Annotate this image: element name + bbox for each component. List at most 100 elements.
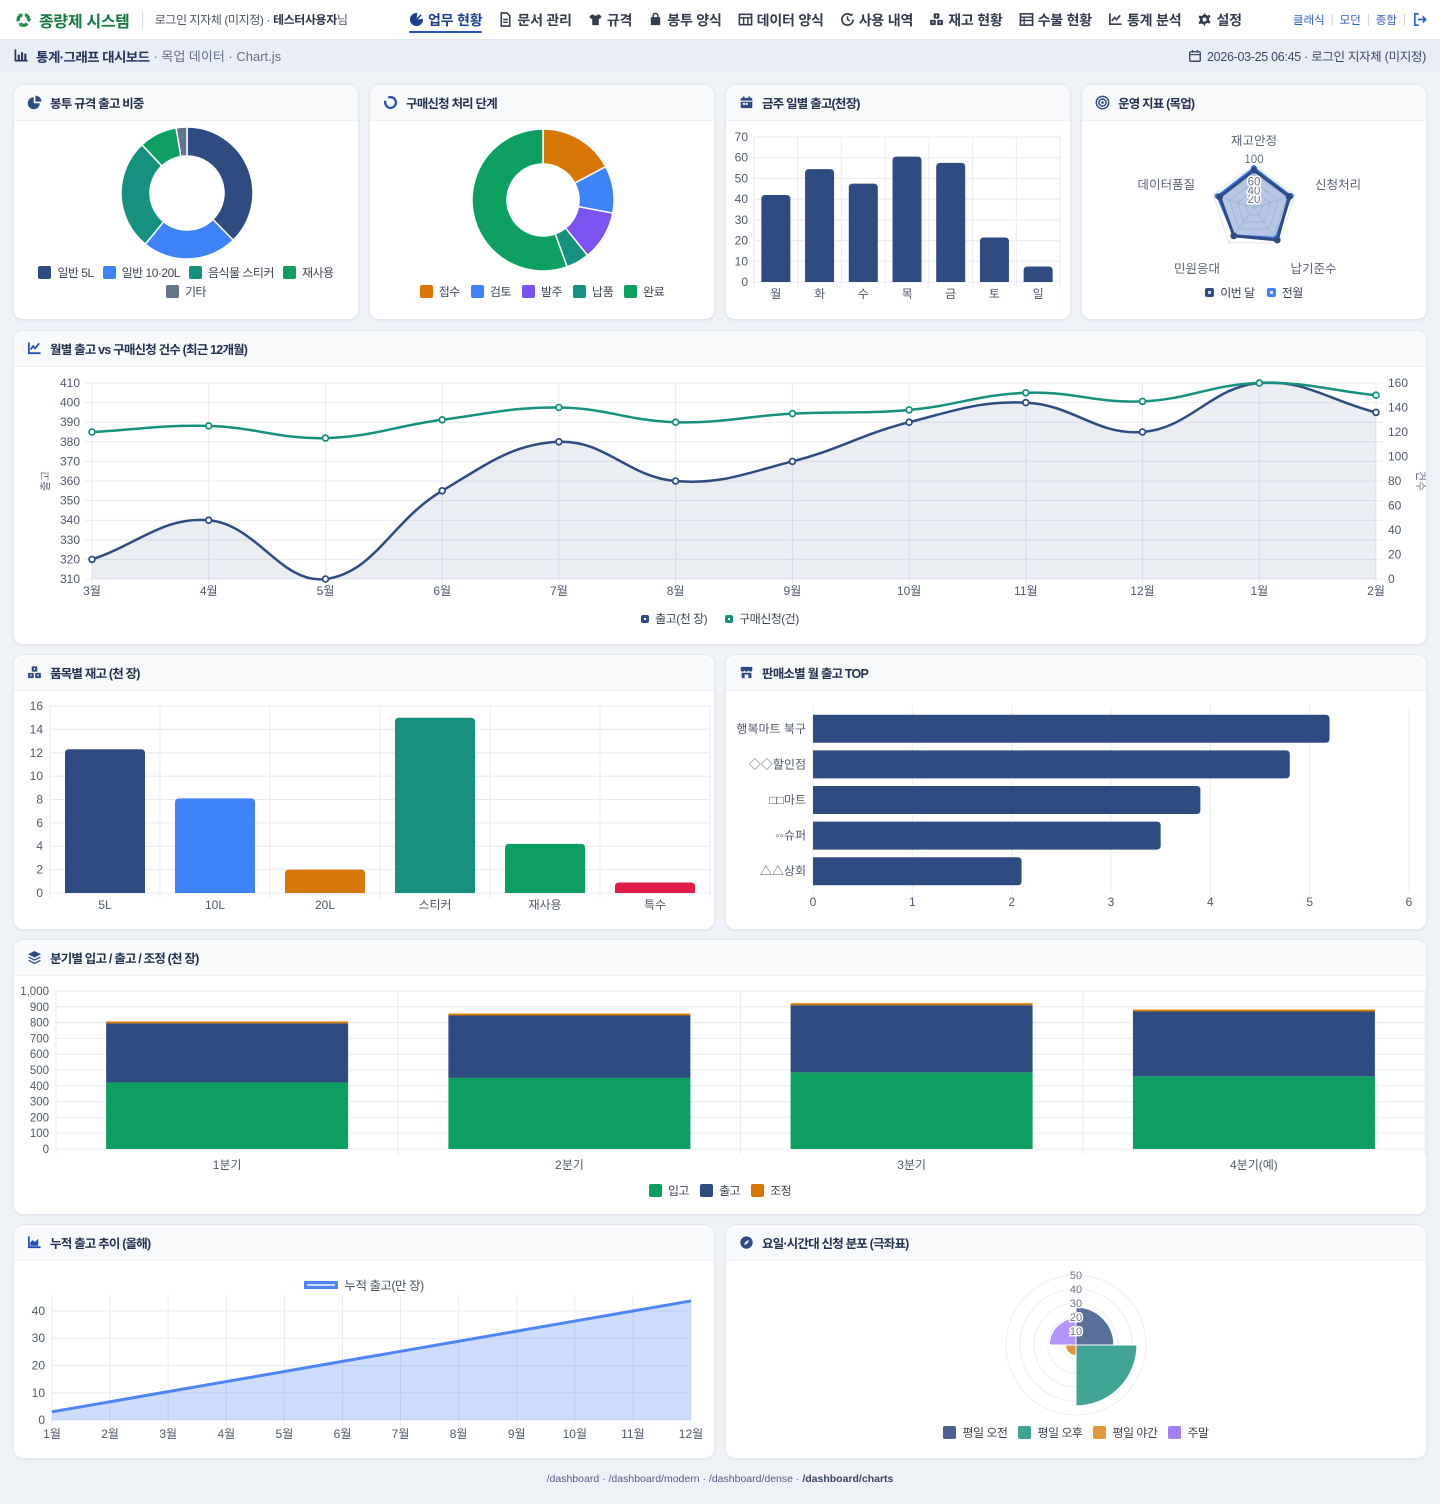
svg-text:1분기: 1분기 (213, 1158, 242, 1172)
svg-text:340: 340 (60, 513, 80, 527)
svg-text:10월: 10월 (563, 1427, 587, 1441)
svg-text:2월: 2월 (101, 1427, 119, 1441)
svg-text:0: 0 (741, 275, 748, 289)
svg-text:600: 600 (30, 1049, 49, 1061)
svg-text:12월: 12월 (1130, 584, 1154, 598)
svg-text:400: 400 (30, 1081, 49, 1093)
svg-text:80: 80 (1388, 474, 1402, 488)
svg-text:20: 20 (1248, 194, 1261, 206)
svg-text:12: 12 (30, 746, 44, 760)
svg-text:40: 40 (735, 192, 749, 206)
svg-text:3월: 3월 (83, 584, 101, 598)
svg-text:370: 370 (60, 454, 80, 468)
svg-text:출고: 출고 (40, 471, 52, 491)
svg-text:3분기: 3분기 (897, 1158, 926, 1172)
svg-text:화: 화 (814, 287, 825, 301)
svg-text:380: 380 (60, 435, 80, 449)
svg-text:10: 10 (32, 1386, 46, 1400)
svg-text:10월: 10월 (897, 584, 921, 598)
svg-text:60: 60 (1388, 499, 1402, 513)
svg-text:□□마트: □□마트 (769, 793, 806, 807)
svg-text:390: 390 (60, 415, 80, 429)
svg-text:7월: 7월 (550, 584, 568, 598)
svg-text:40: 40 (1070, 1284, 1082, 1296)
svg-text:0: 0 (1388, 572, 1395, 586)
svg-text:320: 320 (60, 552, 80, 566)
svg-text:350: 350 (60, 494, 80, 508)
svg-text:4: 4 (1207, 895, 1214, 909)
svg-text:0: 0 (43, 1144, 49, 1156)
svg-text:1,000: 1,000 (20, 986, 49, 998)
svg-text:0: 0 (38, 1413, 45, 1427)
svg-text:800: 800 (30, 1018, 49, 1030)
svg-text:8월: 8월 (450, 1427, 468, 1441)
svg-text:8: 8 (36, 793, 43, 807)
svg-text:40: 40 (1248, 185, 1261, 197)
svg-text:재사용: 재사용 (528, 898, 561, 912)
svg-text:300: 300 (30, 1097, 49, 1109)
svg-text:20: 20 (735, 234, 749, 248)
svg-text:1월: 1월 (43, 1427, 61, 1441)
svg-text:4: 4 (36, 839, 43, 853)
svg-text:14: 14 (30, 722, 44, 736)
svg-text:신청처리: 신청처리 (1315, 178, 1361, 192)
svg-text:10: 10 (30, 769, 44, 783)
svg-text:10: 10 (735, 254, 749, 268)
svg-text:스티커: 스티커 (418, 898, 451, 912)
svg-text:50: 50 (1070, 1270, 1082, 1282)
svg-text:0: 0 (810, 895, 817, 909)
svg-text:1: 1 (909, 895, 916, 909)
svg-text:△△상회: △△상회 (760, 864, 806, 878)
svg-text:7월: 7월 (392, 1427, 410, 1441)
svg-text:10: 10 (1070, 1326, 1082, 1338)
svg-text:월: 월 (770, 287, 781, 301)
svg-text:◦◦슈퍼: ◦◦슈퍼 (775, 829, 806, 843)
svg-text:1월: 1월 (1250, 584, 1268, 598)
svg-text:30: 30 (1070, 1298, 1082, 1310)
svg-text:데이터품질: 데이터품질 (1137, 178, 1195, 192)
svg-text:700: 700 (30, 1033, 49, 1045)
svg-text:160: 160 (1388, 376, 1408, 390)
svg-text:30: 30 (735, 213, 749, 227)
svg-text:11월: 11월 (621, 1427, 645, 1441)
svg-text:11월: 11월 (1014, 584, 1038, 598)
svg-text:5: 5 (1306, 895, 1313, 909)
svg-text:2분기: 2분기 (555, 1158, 584, 1172)
svg-text:200: 200 (30, 1112, 49, 1124)
svg-text:400: 400 (60, 396, 80, 410)
svg-text:6: 6 (36, 816, 43, 830)
svg-text:500: 500 (30, 1065, 49, 1077)
svg-text:9월: 9월 (784, 584, 802, 598)
svg-text:5L: 5L (98, 898, 112, 912)
svg-text:6월: 6월 (433, 584, 451, 598)
svg-text:60: 60 (1248, 177, 1261, 189)
svg-text:40: 40 (1388, 523, 1402, 537)
svg-text:4월: 4월 (200, 584, 218, 598)
svg-text:140: 140 (1388, 401, 1408, 415)
svg-text:360: 360 (60, 474, 80, 488)
svg-text:50: 50 (735, 171, 749, 185)
svg-text:6: 6 (1406, 895, 1413, 909)
svg-text:70: 70 (735, 130, 749, 144)
svg-text:5월: 5월 (317, 584, 335, 598)
svg-text:100: 100 (1388, 450, 1408, 464)
svg-text:2월: 2월 (1367, 584, 1385, 598)
svg-text:900: 900 (30, 1002, 49, 1014)
svg-text:60: 60 (735, 151, 749, 165)
svg-text:납기준수: 납기준수 (1290, 262, 1336, 276)
svg-text:10L: 10L (205, 898, 225, 912)
svg-text:100: 100 (30, 1128, 49, 1140)
svg-text:3: 3 (1108, 895, 1115, 909)
svg-text:330: 330 (60, 533, 80, 547)
svg-text:3월: 3월 (159, 1427, 177, 1441)
svg-text:2: 2 (36, 863, 43, 877)
svg-text:20: 20 (1070, 1312, 1082, 1324)
svg-text:410: 410 (60, 376, 80, 390)
svg-text:4분기(예): 4분기(예) (1230, 1158, 1278, 1172)
svg-text:310: 310 (60, 572, 80, 586)
svg-text:민원응대: 민원응대 (1174, 262, 1220, 276)
svg-text:30: 30 (32, 1331, 46, 1345)
svg-text:특수: 특수 (644, 898, 666, 912)
svg-text:40: 40 (32, 1304, 46, 1318)
svg-text:100: 100 (1244, 154, 1263, 166)
